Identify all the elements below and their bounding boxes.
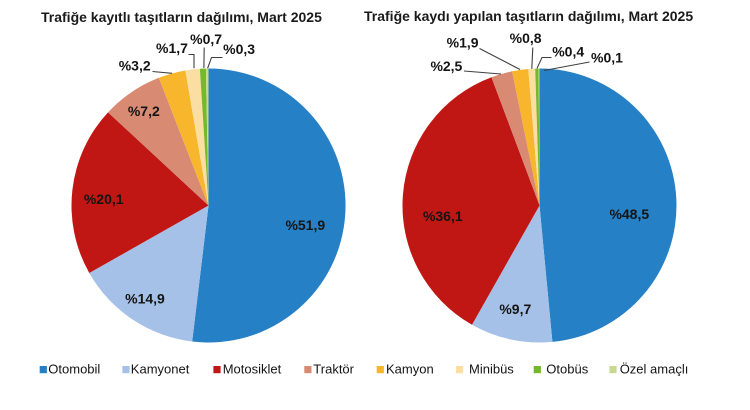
svg-text:%0,4: %0,4: [552, 43, 584, 59]
svg-text:%14,9: %14,9: [125, 291, 165, 307]
svg-text:Otobüs: Otobüs: [546, 362, 588, 377]
svg-text:Kamyonet: Kamyonet: [131, 362, 190, 377]
svg-text:%0,1: %0,1: [591, 49, 623, 65]
svg-text:%51,9: %51,9: [285, 217, 325, 233]
svg-text:%2,5: %2,5: [430, 58, 462, 74]
svg-text:%0,8: %0,8: [510, 30, 542, 46]
svg-text:%1,9: %1,9: [447, 35, 479, 51]
svg-text:%0,3: %0,3: [223, 41, 255, 57]
svg-text:Minibüs: Minibüs: [469, 362, 514, 377]
svg-text:%7,2: %7,2: [128, 103, 160, 119]
svg-text:%36,1: %36,1: [423, 208, 463, 224]
svg-text:Özel amaçlı: Özel amaçlı: [620, 362, 689, 377]
svg-text:%9,7: %9,7: [499, 301, 531, 317]
svg-text:%20,1: %20,1: [84, 191, 124, 207]
svg-text:Kamyon: Kamyon: [386, 362, 434, 377]
svg-text:Otomobil: Otomobil: [48, 362, 100, 377]
svg-text:%0,7: %0,7: [190, 31, 222, 47]
svg-text:Traktör: Traktör: [313, 362, 354, 377]
svg-text:%3,2: %3,2: [119, 58, 151, 74]
svg-text:Motosiklet: Motosiklet: [223, 362, 282, 377]
svg-text:%48,5: %48,5: [609, 206, 649, 222]
svg-text:%1,7: %1,7: [156, 40, 188, 56]
